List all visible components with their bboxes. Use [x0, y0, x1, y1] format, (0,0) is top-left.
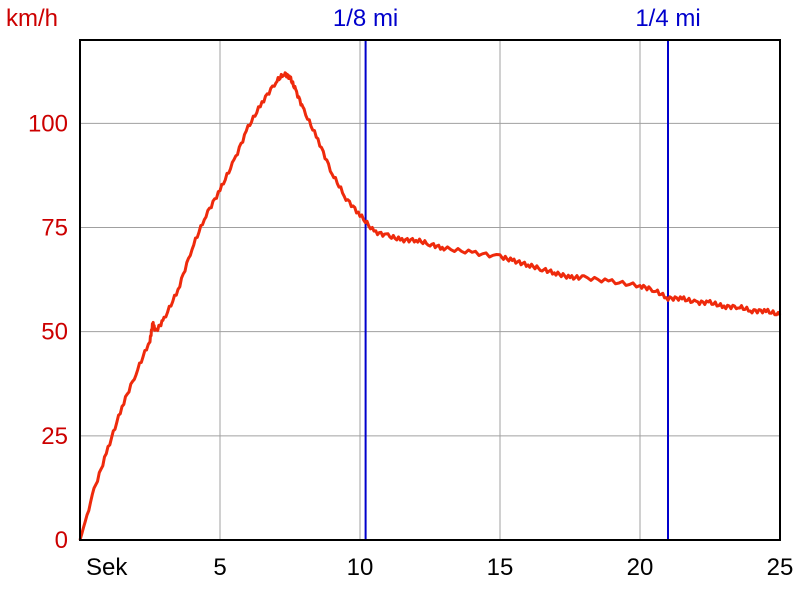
y-tick-labels: 0 25 50 75 100 [28, 110, 68, 554]
y-tick-label: 0 [55, 527, 68, 554]
grid-lines [80, 40, 781, 540]
y-tick-label: 100 [28, 110, 68, 137]
speed-series-line [78, 71, 782, 541]
x-tick-label: 25 [767, 554, 794, 581]
x-tick-label: 10 [347, 554, 374, 581]
x-tick-label: 20 [627, 554, 654, 581]
x-tick-label: 15 [487, 554, 514, 581]
y-tick-label: 25 [41, 423, 68, 450]
distance-marker-label: 1/4 mi [635, 5, 700, 32]
distance-markers: 1/8 mi 1/4 mi [333, 5, 701, 540]
plot-frame [79, 39, 781, 541]
y-tick-label: 75 [41, 215, 68, 242]
x-tick-labels: 5 10 15 20 25 [213, 554, 793, 581]
x-axis-label: Sek [86, 554, 128, 581]
y-axis-label: km/h [6, 5, 58, 32]
distance-marker-label: 1/8 mi [333, 5, 398, 32]
series-layer [78, 71, 782, 541]
x-tick-label: 5 [213, 554, 226, 581]
y-tick-label: 50 [41, 319, 68, 346]
